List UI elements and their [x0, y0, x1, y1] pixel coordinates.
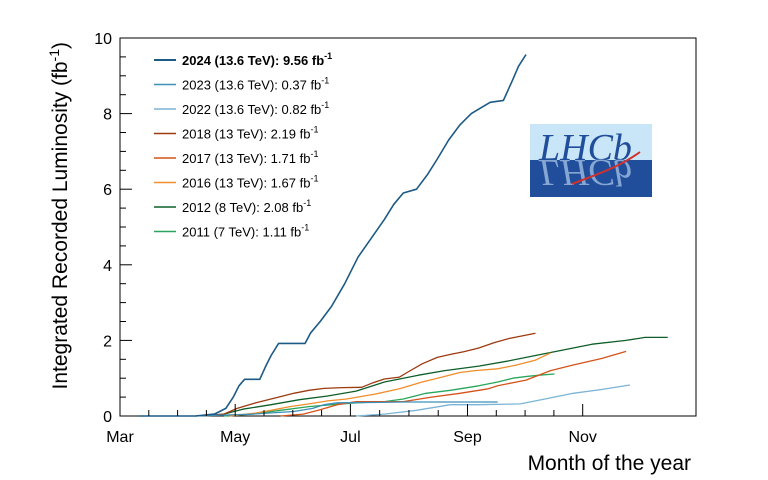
- legend-series-name: 2011 (7 TeV): [182, 225, 255, 240]
- legend-value: 2.19: [271, 127, 296, 142]
- series-line-2011: [223, 373, 555, 417]
- axes-layer: 0 2 4 6 8 10 Mar May Jul Sep Nov: [94, 31, 597, 446]
- series-line-2012: [195, 336, 668, 417]
- y-tick-label: 2: [103, 333, 112, 350]
- legend-colon: :: [263, 176, 270, 191]
- y-axis-title-main: Integrated Recorded Luminosity (fb: [49, 61, 72, 389]
- y-tick-label: 10: [94, 31, 112, 48]
- legend-entry: 2022 (13.6 TeV): 0.82 fb-1: [182, 100, 329, 117]
- series-line-2022: [356, 384, 631, 417]
- series-layer: [138, 54, 668, 417]
- y-tick-label: 4: [103, 258, 112, 275]
- legend-value: 0.82: [282, 102, 307, 117]
- legend-entry: 2024 (13.6 TeV): 9.56 fb-1: [182, 51, 332, 68]
- legend-value: 0.37: [282, 78, 307, 93]
- legend-series-name: 2017 (13 TeV): [182, 151, 263, 166]
- series-line-2017: [280, 350, 627, 417]
- legend-entry: 2018 (13 TeV): 2.19 fb-1: [182, 125, 318, 142]
- legend-entry: 2011 (7 TeV): 1.11 fb-1: [182, 223, 309, 240]
- legend-unit: fb: [308, 53, 324, 68]
- y-axis-title: Integrated Recorded Luminosity (fb-1): [46, 42, 72, 389]
- y-tick-label: 8: [103, 107, 112, 124]
- legend-unit: fb: [296, 151, 310, 166]
- x-axis-title: Month of the year: [528, 452, 691, 475]
- legend-unit-sup: -1: [324, 51, 332, 61]
- legend-unit-sup: -1: [303, 198, 311, 208]
- legend-entry: 2012 (8 TeV): 2.08 fb-1: [182, 198, 311, 215]
- x-tick-label: Nov: [568, 429, 596, 446]
- x-tick-label: Sep: [453, 429, 482, 446]
- legend-unit-sup: -1: [310, 174, 318, 184]
- y-tick-label: 6: [103, 182, 112, 199]
- logo-text: LHCb: [538, 127, 632, 169]
- legend-value: 1.11: [262, 225, 286, 240]
- series-line-2023: [195, 401, 498, 417]
- legend-colon: :: [274, 78, 281, 93]
- legend-series-name: 2024 (13.6 TeV): [182, 53, 275, 68]
- logo-swoosh: [571, 151, 641, 185]
- legend-unit-sup: -1: [321, 100, 329, 110]
- legend-colon: :: [274, 102, 281, 117]
- x-tick-label: Jul: [340, 429, 360, 446]
- logo-bottom-band: [530, 160, 652, 197]
- legend-unit: fb: [287, 225, 301, 240]
- legend-unit: fb: [307, 102, 321, 117]
- legend-value: 9.56: [283, 53, 308, 68]
- legend-value: 2.08: [263, 200, 288, 215]
- legend-colon: :: [255, 225, 262, 240]
- legend-entry: 2017 (13 TeV): 1.71 fb-1: [182, 149, 318, 166]
- legend-colon: :: [263, 127, 270, 142]
- legend-series-name: 2016 (13 TeV): [182, 176, 263, 191]
- legend-value: 1.71: [271, 151, 296, 166]
- legend-unit-sup: -1: [301, 223, 309, 233]
- legend-value: 1.67: [271, 176, 296, 191]
- legend-unit-sup: -1: [310, 125, 318, 135]
- x-tick-label: May: [220, 429, 250, 446]
- series-line-2018: [204, 332, 536, 417]
- plot-frame: [119, 37, 697, 417]
- y-tick-label: 0: [103, 409, 112, 426]
- legend-series-name: 2012 (8 TeV): [182, 200, 256, 215]
- series-line-2016: [229, 352, 551, 417]
- legend-entry: 2016 (13 TeV): 1.67 fb-1: [182, 174, 318, 191]
- legend-series-name: 2018 (13 TeV): [182, 127, 263, 142]
- y-axis-title-sup: -1: [46, 49, 62, 62]
- lhcb-logo: LHCb LHCb: [530, 124, 652, 197]
- series-line-2024: [138, 54, 527, 417]
- legend-unit: fb: [296, 127, 310, 142]
- legend-colon: :: [263, 151, 270, 166]
- logo-reflection-text: LHCb: [538, 151, 632, 193]
- logo-top-band: [530, 124, 652, 160]
- x-tick-label: Mar: [106, 429, 134, 446]
- legend-colon: :: [275, 53, 283, 68]
- plot-area: [119, 37, 697, 417]
- legend-unit-sup: -1: [321, 76, 329, 86]
- legend-series-name: 2022 (13.6 TeV): [182, 102, 274, 117]
- legend-unit: fb: [296, 176, 310, 191]
- legend-unit-sup: -1: [310, 149, 318, 159]
- legend-unit: fb: [289, 200, 303, 215]
- legend-entry: 2023 (13.6 TeV): 0.37 fb-1: [182, 76, 329, 93]
- y-axis-title-close: ): [49, 42, 72, 49]
- legend-unit: fb: [307, 78, 321, 93]
- legend-series-name: 2023 (13.6 TeV): [182, 78, 274, 93]
- legend-colon: :: [256, 200, 263, 215]
